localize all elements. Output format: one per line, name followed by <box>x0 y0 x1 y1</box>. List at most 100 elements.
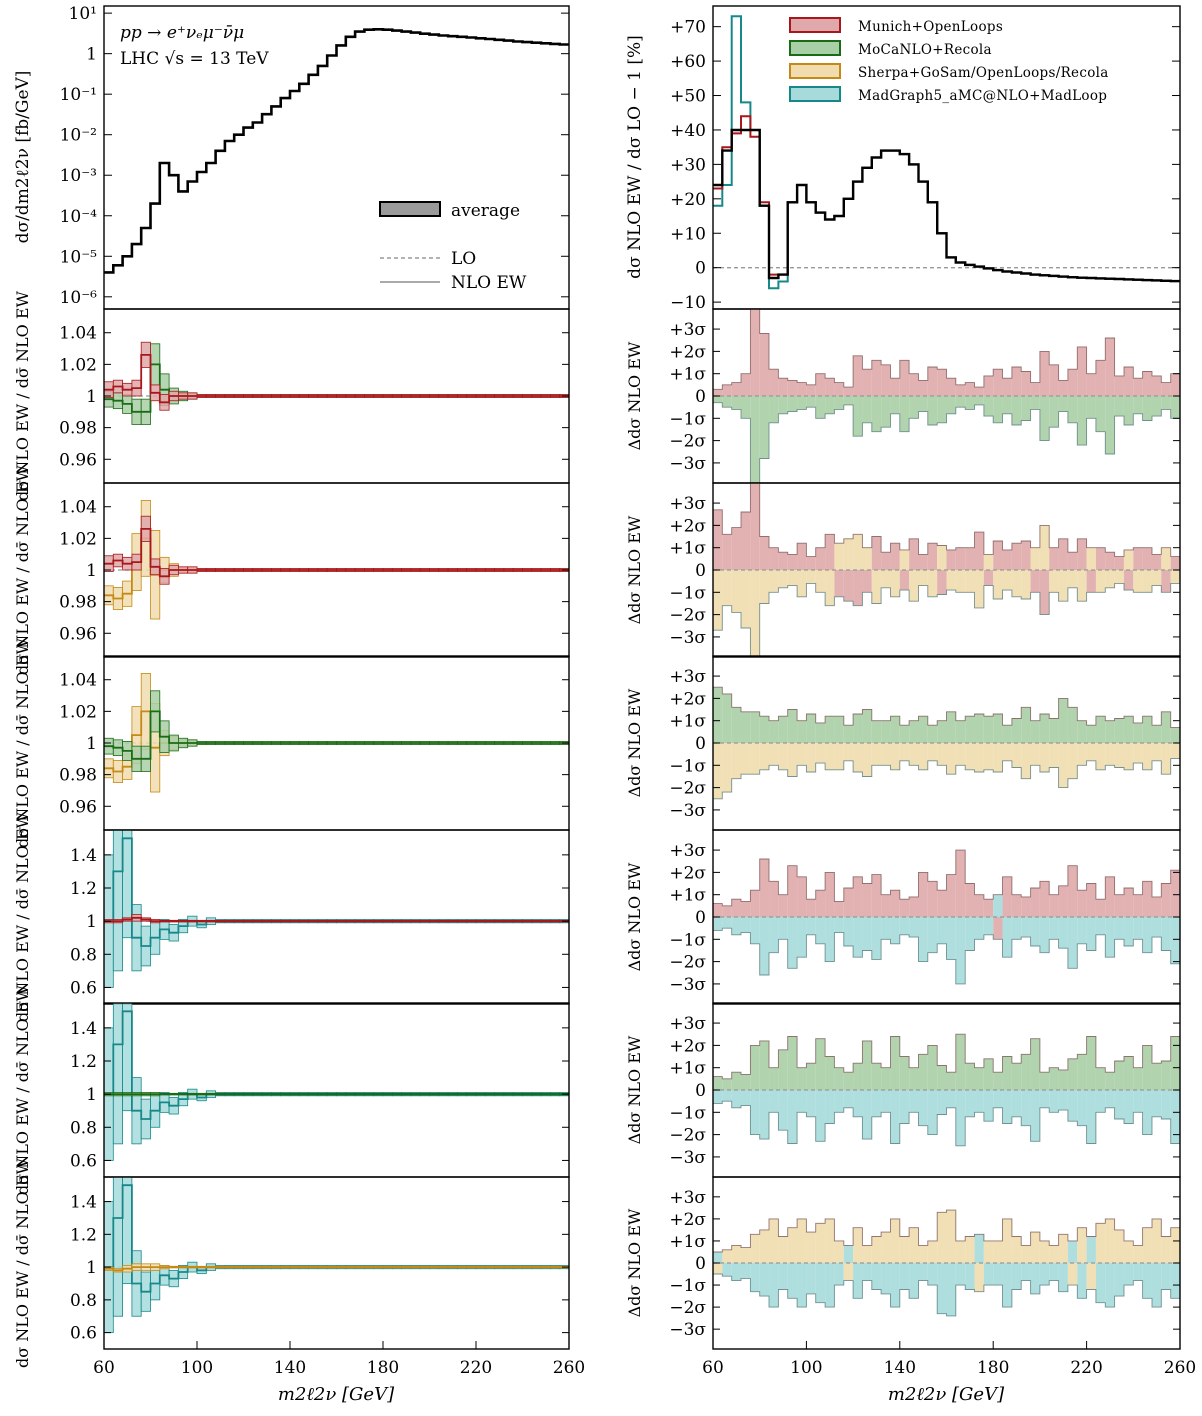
sherpa-pull-bar <box>1105 570 1115 588</box>
mocanlo-pull-bar <box>899 1056 910 1090</box>
sherpa-pull-bar <box>1039 743 1050 772</box>
mocanlo-pull-bar <box>1105 720 1115 743</box>
madgraph-pull-bar <box>1133 1090 1143 1113</box>
madgraph-pull-bar <box>778 1090 788 1131</box>
mocanlo-pull-bar <box>806 396 816 408</box>
sherpa-pull-bar <box>834 543 844 570</box>
munich-pull-bar <box>1021 541 1031 570</box>
madgraph-pull-bar <box>750 1090 760 1135</box>
munich-pull-bar <box>965 883 975 917</box>
mocanlo-ratio-line <box>104 710 569 760</box>
mocanlo-pull-bar <box>787 709 798 743</box>
mocanlo-pull-bar <box>722 1078 732 1090</box>
munich-pull-bar <box>927 881 938 917</box>
mocanlo-pull-bar <box>1021 1054 1031 1090</box>
sherpa-pull-bar <box>1161 1236 1171 1263</box>
sherpa-pull-bar <box>1170 570 1180 584</box>
munich-pull-bar <box>1123 367 1134 396</box>
mocanlo-pull-bar <box>853 396 863 437</box>
munich-pull-bar <box>750 890 760 917</box>
ratio-ylabel: dσ NLO EW / dσ̄ NLO EW <box>13 984 32 1195</box>
y-tick-label: +50 <box>670 87 706 107</box>
ratio-panel-6: 0.6 0.8 1 1.2 1.4 dσ NLO EW / dσ̄ NLO EW <box>13 1157 570 1368</box>
madgraph-pull-bar <box>1114 1263 1124 1297</box>
sherpa-pull-bar <box>1049 743 1059 768</box>
y-tick-label: 10⁻³ <box>60 166 97 186</box>
x-tick-label: 140 <box>884 1358 916 1378</box>
madgraph-pull-bar <box>1142 1090 1152 1135</box>
madgraph-pull-bar <box>974 1234 984 1263</box>
madgraph-pull-bar <box>955 917 966 984</box>
y-tick-label: 10⁻⁶ <box>60 288 98 308</box>
mocanlo-pull-bar <box>890 716 900 743</box>
sherpa-pull-bar <box>1067 1263 1078 1286</box>
sherpa-pull-bar <box>1049 570 1059 593</box>
madgraph-pull-bar <box>797 1090 807 1113</box>
mocanlo-pull-bar <box>918 1054 928 1090</box>
munich-pull-bar <box>909 538 919 570</box>
sherpa-pull-bar <box>1077 570 1087 602</box>
sherpa-pull-bar <box>1077 1227 1087 1263</box>
sherpa-pull-bar <box>871 570 882 604</box>
y-tick-label: 0 <box>695 387 706 407</box>
sherpa-pull-bar <box>927 1240 938 1263</box>
pull-lower-outline <box>713 1273 1180 1317</box>
madgraph-pull-bar <box>1049 1263 1059 1281</box>
ratio-ylabel: dσ NLO EW / dσ̄ NLO EW <box>13 290 32 501</box>
energy-label: LHC √s = 13 TeV <box>120 49 269 69</box>
mocanlo-pull-bar <box>955 1034 966 1090</box>
munich-pull-bar <box>853 570 863 606</box>
sherpa-pull-bar <box>862 743 872 777</box>
munich-pull-bar <box>1105 338 1115 396</box>
y-tick-label: 0.96 <box>59 797 97 817</box>
mocanlo-pull-bar <box>974 714 984 743</box>
sherpa-pull-bar <box>1077 743 1087 766</box>
mocanlo-pull-bar <box>937 396 947 423</box>
munich-pull-bar <box>797 382 807 396</box>
sherpa-pull-bar <box>778 1236 788 1263</box>
legend-mocanlo-label: MoCaNLO+Recola <box>858 42 992 58</box>
madgraph-pull-bar <box>946 917 956 960</box>
munich-pull-bar <box>937 369 947 396</box>
madgraph-pull-bar <box>983 1090 994 1122</box>
madgraph-pull-bar <box>778 1263 788 1290</box>
y-tick-label: 1.04 <box>59 324 97 344</box>
legend-lo-label: LO <box>451 249 476 269</box>
sherpa-pull-bar <box>1114 570 1124 584</box>
mocanlo-pull-bar <box>778 1049 788 1090</box>
legend-madgraph-swatch <box>789 86 841 102</box>
sherpa-pull-bar <box>1170 743 1180 759</box>
madgraph-pull-bar <box>1105 917 1115 958</box>
mocanlo-pull-bar <box>937 1065 947 1090</box>
munich-pull-bar <box>1058 538 1068 570</box>
sherpa-pull-bar <box>806 1232 816 1263</box>
sherpa-pull-bar <box>787 1227 798 1263</box>
sherpa-pull-bar <box>778 570 788 588</box>
top-left-legend: average LO NLO EW <box>379 201 527 293</box>
y-tick-label: 0.96 <box>59 450 97 470</box>
pull-ylabel: Δdσ NLO EW <box>625 1035 644 1144</box>
average-histogram <box>104 28 569 274</box>
munich-pull-bar <box>806 899 816 917</box>
y-tick-label: −3σ <box>669 1320 706 1340</box>
pull-lower-outline <box>713 582 1180 657</box>
munich-pull-bar <box>1086 373 1096 396</box>
y-tick-label: 0.96 <box>59 624 97 644</box>
munich-pull-bar <box>937 570 947 595</box>
y-tick-label: +30 <box>670 155 706 175</box>
sherpa-pull-bar <box>797 570 807 597</box>
mocanlo-pull-bar <box>965 396 975 410</box>
y-tick-label: 1 <box>86 1258 97 1278</box>
munich-pull-bar <box>965 382 975 396</box>
ratio-ylabel: dσ NLO EW / dσ̄ NLO EW <box>13 1157 32 1368</box>
sherpa-pull-bar <box>843 1263 854 1281</box>
sherpa-pull-bar <box>862 1245 872 1263</box>
madgraph-pull-bar <box>834 917 844 933</box>
pull-lower-outline <box>713 927 1180 985</box>
sherpa-pull-bar <box>909 570 919 602</box>
sherpa-pull-bar <box>1067 743 1078 779</box>
y-tick-label: 1 <box>86 734 97 754</box>
mocanlo-pull-bar <box>1067 396 1078 423</box>
munich-pull-bar <box>1142 547 1152 570</box>
madgraph-pull-bar <box>843 1090 854 1108</box>
